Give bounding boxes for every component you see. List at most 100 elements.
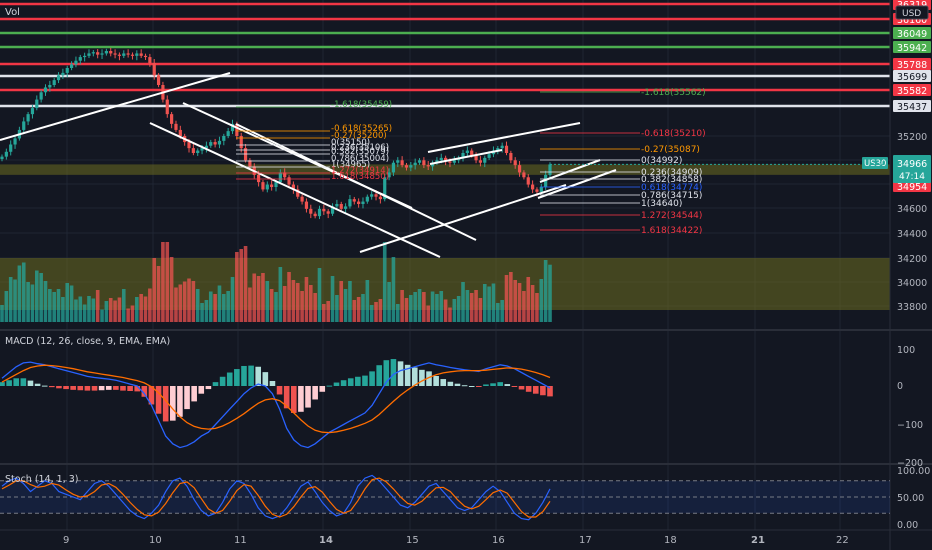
fib-left-label-5: 0.382(35079)	[331, 147, 389, 157]
volume-bar-18	[78, 296, 83, 322]
volume-bar-84	[365, 280, 370, 322]
volume-bar-59	[256, 276, 261, 322]
macd-hist-bar-6	[41, 385, 48, 387]
macd-hist-bar-60	[426, 371, 432, 386]
price-level-badge-text-36049: 36049	[897, 29, 927, 40]
volume-bar-34	[148, 288, 152, 322]
volume-bar-21	[91, 298, 96, 322]
volume-bar-83	[361, 294, 365, 322]
macd-hist-bar-8	[56, 386, 62, 389]
volume-bar-57	[248, 287, 252, 322]
macd-hist-bar-67	[476, 386, 482, 387]
macd-hist-bar-20	[141, 386, 148, 397]
volume-bar-82	[356, 297, 361, 322]
macd-hist-bar-23	[162, 386, 169, 422]
candle-body-120	[522, 172, 526, 178]
candle-body-24	[104, 51, 108, 54]
fib-right-label-10: 1.618(34422)	[641, 226, 702, 236]
candle-body-67	[291, 184, 295, 190]
volume-bar-110	[478, 298, 483, 322]
fib-right-label-7: 0.786(34715)	[641, 191, 702, 201]
candle-body-41	[178, 129, 182, 136]
fib-right-label-5: 0.382(34858)	[641, 175, 702, 185]
candle-body-20	[87, 53, 91, 56]
macd-hist-bar-64	[454, 383, 461, 386]
macd-hist-bar-56	[397, 361, 404, 386]
price-level-badge-text-35437: 35437	[897, 102, 927, 113]
candle-body-65	[283, 172, 287, 178]
candle-body-49	[213, 142, 217, 145]
volume-bar-93	[404, 298, 409, 322]
volume-bar-37	[161, 242, 165, 322]
macd-hist-bar-38	[269, 380, 276, 386]
volume-bar-109	[474, 290, 478, 322]
candle-body-95	[413, 162, 417, 166]
candle-body-82	[357, 201, 361, 204]
macd-hist-bar-31	[219, 376, 226, 386]
macd-hist-bar-51	[362, 375, 368, 386]
price-tick-34600: 34600	[897, 204, 927, 215]
stoch-tick-1: 50.00	[897, 493, 924, 504]
volume-bar-2	[8, 277, 13, 322]
volume-bar-26	[113, 300, 117, 322]
price-level-badge-35582	[893, 84, 931, 96]
volume-bar-0	[0, 305, 4, 322]
symbol-price-text: 34966	[897, 159, 927, 170]
macd-hist-bar-59	[419, 369, 425, 386]
macd-hist-bar-37	[262, 372, 269, 386]
volume-bar-114	[496, 303, 500, 322]
fib-left-label-4: 0.236(35106)	[331, 143, 389, 153]
macd-hist-bar-54	[383, 360, 390, 386]
volume-bar-117	[509, 272, 513, 322]
trendline-8	[539, 159, 601, 183]
candle-body-114	[496, 148, 500, 151]
volume-bar-108	[469, 293, 474, 322]
stoch-tick-0: 100.00	[897, 466, 930, 477]
candle-body-66	[287, 177, 291, 185]
trendline-6	[429, 149, 503, 165]
macd-hist-bar-36	[255, 366, 262, 386]
macd-hist-bar-35	[248, 365, 254, 386]
candle-body-16	[69, 64, 74, 68]
volume-bar-36	[156, 266, 161, 322]
macd-hist-bar-50	[355, 376, 361, 386]
volume-bar-19	[82, 304, 87, 322]
macd-hist-bar-18	[127, 386, 133, 392]
macd-hist-bar-63	[447, 381, 454, 386]
candle-body-74	[322, 208, 326, 212]
price-level-badge-text-35788: 35788	[897, 60, 927, 71]
volume-bar-106	[461, 282, 465, 322]
macd-hist-bar-15	[105, 386, 112, 390]
candle-body-60	[261, 182, 265, 190]
fib-left-label-6: 0.786(35004)	[331, 154, 389, 164]
time-tick-15: 15	[406, 535, 419, 546]
volume-bar-54	[235, 252, 239, 322]
price-level-badge-text-35699: 35699	[897, 72, 927, 83]
price-tick-34200: 34200	[897, 254, 927, 265]
volume-bar-56	[243, 246, 248, 322]
volume-bar-3	[13, 279, 17, 322]
volume-bar-97	[422, 292, 426, 322]
volume-bar-105	[456, 296, 461, 322]
candle-body-86	[374, 194, 378, 197]
volume-bar-13	[56, 289, 61, 322]
volume-bar-52	[226, 291, 230, 322]
macd-hist-bar-19	[134, 386, 141, 392]
macd-hist-bar-65	[461, 385, 468, 387]
candle-body-116	[504, 145, 509, 153]
volume-bar-102	[443, 299, 448, 322]
candle-body-53	[230, 123, 235, 132]
volume-bar-6	[26, 282, 30, 322]
macd-hist-bar-52	[369, 371, 375, 386]
volume-bar-125	[543, 260, 548, 322]
macd-hist-bar-49	[347, 378, 354, 386]
volume-bar-51	[222, 294, 226, 322]
macd-hist-bar-76	[540, 386, 546, 396]
volume-bar-85	[369, 305, 374, 322]
candle-body-80	[348, 199, 352, 207]
price-zone-upper	[0, 164, 890, 175]
volume-bar-60	[261, 273, 265, 322]
volume-bar-66	[287, 272, 291, 322]
